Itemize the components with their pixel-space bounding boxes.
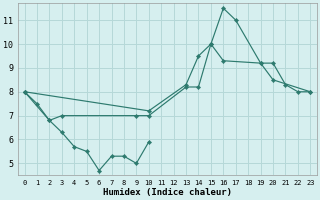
X-axis label: Humidex (Indice chaleur): Humidex (Indice chaleur) [103,188,232,197]
